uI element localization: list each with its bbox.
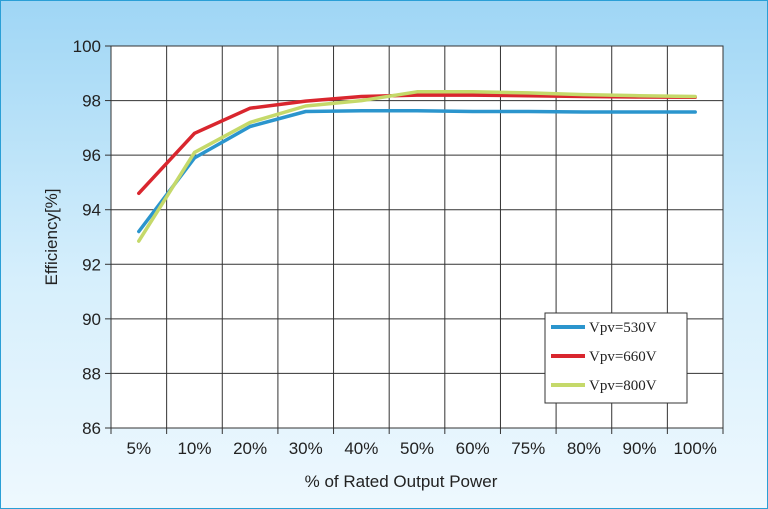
x-tick-label: 50% <box>400 439 434 458</box>
x-tick-label: 90% <box>623 439 657 458</box>
series-lines <box>137 90 697 243</box>
y-tick-label: 96 <box>82 146 101 165</box>
series-line-vpv-800v <box>137 90 697 243</box>
y-tick-label: 100 <box>73 37 101 56</box>
x-tick-labels: 5% 10% 20% 30% 40% 50% 60% 75% 80% 90% 100% <box>127 439 717 458</box>
x-tick-label: 60% <box>456 439 490 458</box>
legend-label-vpv-530v: Vpv=530V <box>589 320 657 336</box>
x-tick-label: 75% <box>511 439 545 458</box>
x-tick-label: 10% <box>177 439 211 458</box>
legend-label-vpv-660v: Vpv=660V <box>589 349 657 365</box>
y-tick-label: 88 <box>82 364 101 383</box>
y-tick-label: 92 <box>82 255 101 274</box>
y-tick-label: 86 <box>82 419 101 438</box>
legend-label-vpv-800v: Vpv=800V <box>589 378 657 394</box>
x-axis-title: % of Rated Output Power <box>305 472 498 491</box>
legend: Vpv=530V Vpv=660V Vpv=800V <box>544 312 688 404</box>
series-line-vpv-530v <box>137 108 697 234</box>
x-tick-label: 40% <box>344 439 378 458</box>
x-tick-label: 5% <box>127 439 152 458</box>
x-tick-label: 80% <box>567 439 601 458</box>
x-tick-label: 100% <box>673 439 716 458</box>
x-tick-label: 20% <box>233 439 267 458</box>
y-tick-labels: 86 88 90 92 94 96 98 100 <box>73 37 101 438</box>
y-axis-title: Efficiency[%] <box>42 188 61 285</box>
y-tick-label: 90 <box>82 310 101 329</box>
x-tick-label: 30% <box>289 439 323 458</box>
y-tick-label: 94 <box>82 201 101 220</box>
y-tick-label: 98 <box>82 92 101 111</box>
